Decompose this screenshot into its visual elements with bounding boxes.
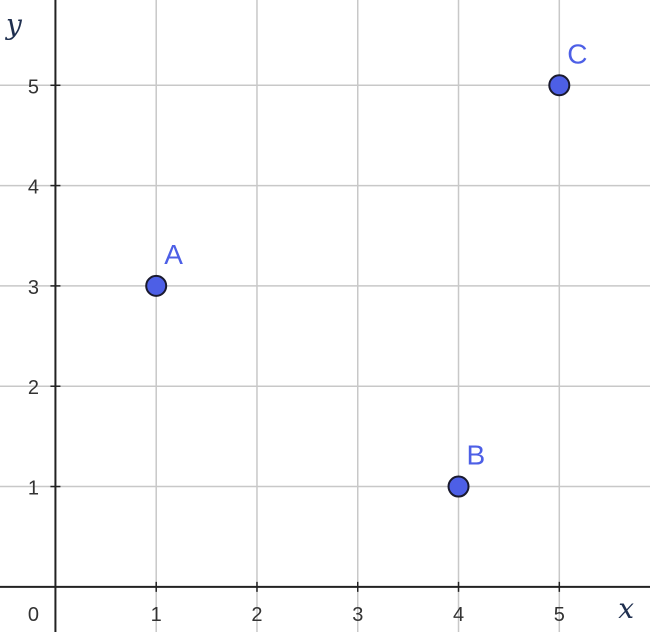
point-label-b: B — [467, 440, 486, 471]
y-tick-label: 3 — [28, 277, 39, 299]
y-tick-label: 2 — [28, 377, 39, 399]
y-tick-label: 4 — [28, 177, 39, 199]
point-c — [548, 74, 571, 97]
x-tick-label: 3 — [352, 604, 363, 626]
point-b — [447, 475, 470, 498]
x-tick-label: 4 — [453, 604, 464, 626]
tick-labels: 1 2 3 4 5 1 2 3 4 5 0 — [28, 76, 565, 626]
origin-label: 0 — [28, 604, 39, 626]
point-a — [145, 274, 168, 297]
point-label-c: C — [567, 38, 587, 69]
y-tick-label: 5 — [28, 76, 39, 98]
x-tick-label: 5 — [554, 604, 565, 626]
x-tick-label: 1 — [151, 604, 162, 626]
data-points: A B C — [145, 38, 588, 498]
y-axis-label: y — [4, 8, 23, 41]
point-label-a: A — [164, 239, 183, 270]
x-tick-label: 2 — [251, 604, 262, 626]
y-tick-label: 1 — [28, 478, 39, 500]
x-axis-label: x — [618, 592, 634, 625]
